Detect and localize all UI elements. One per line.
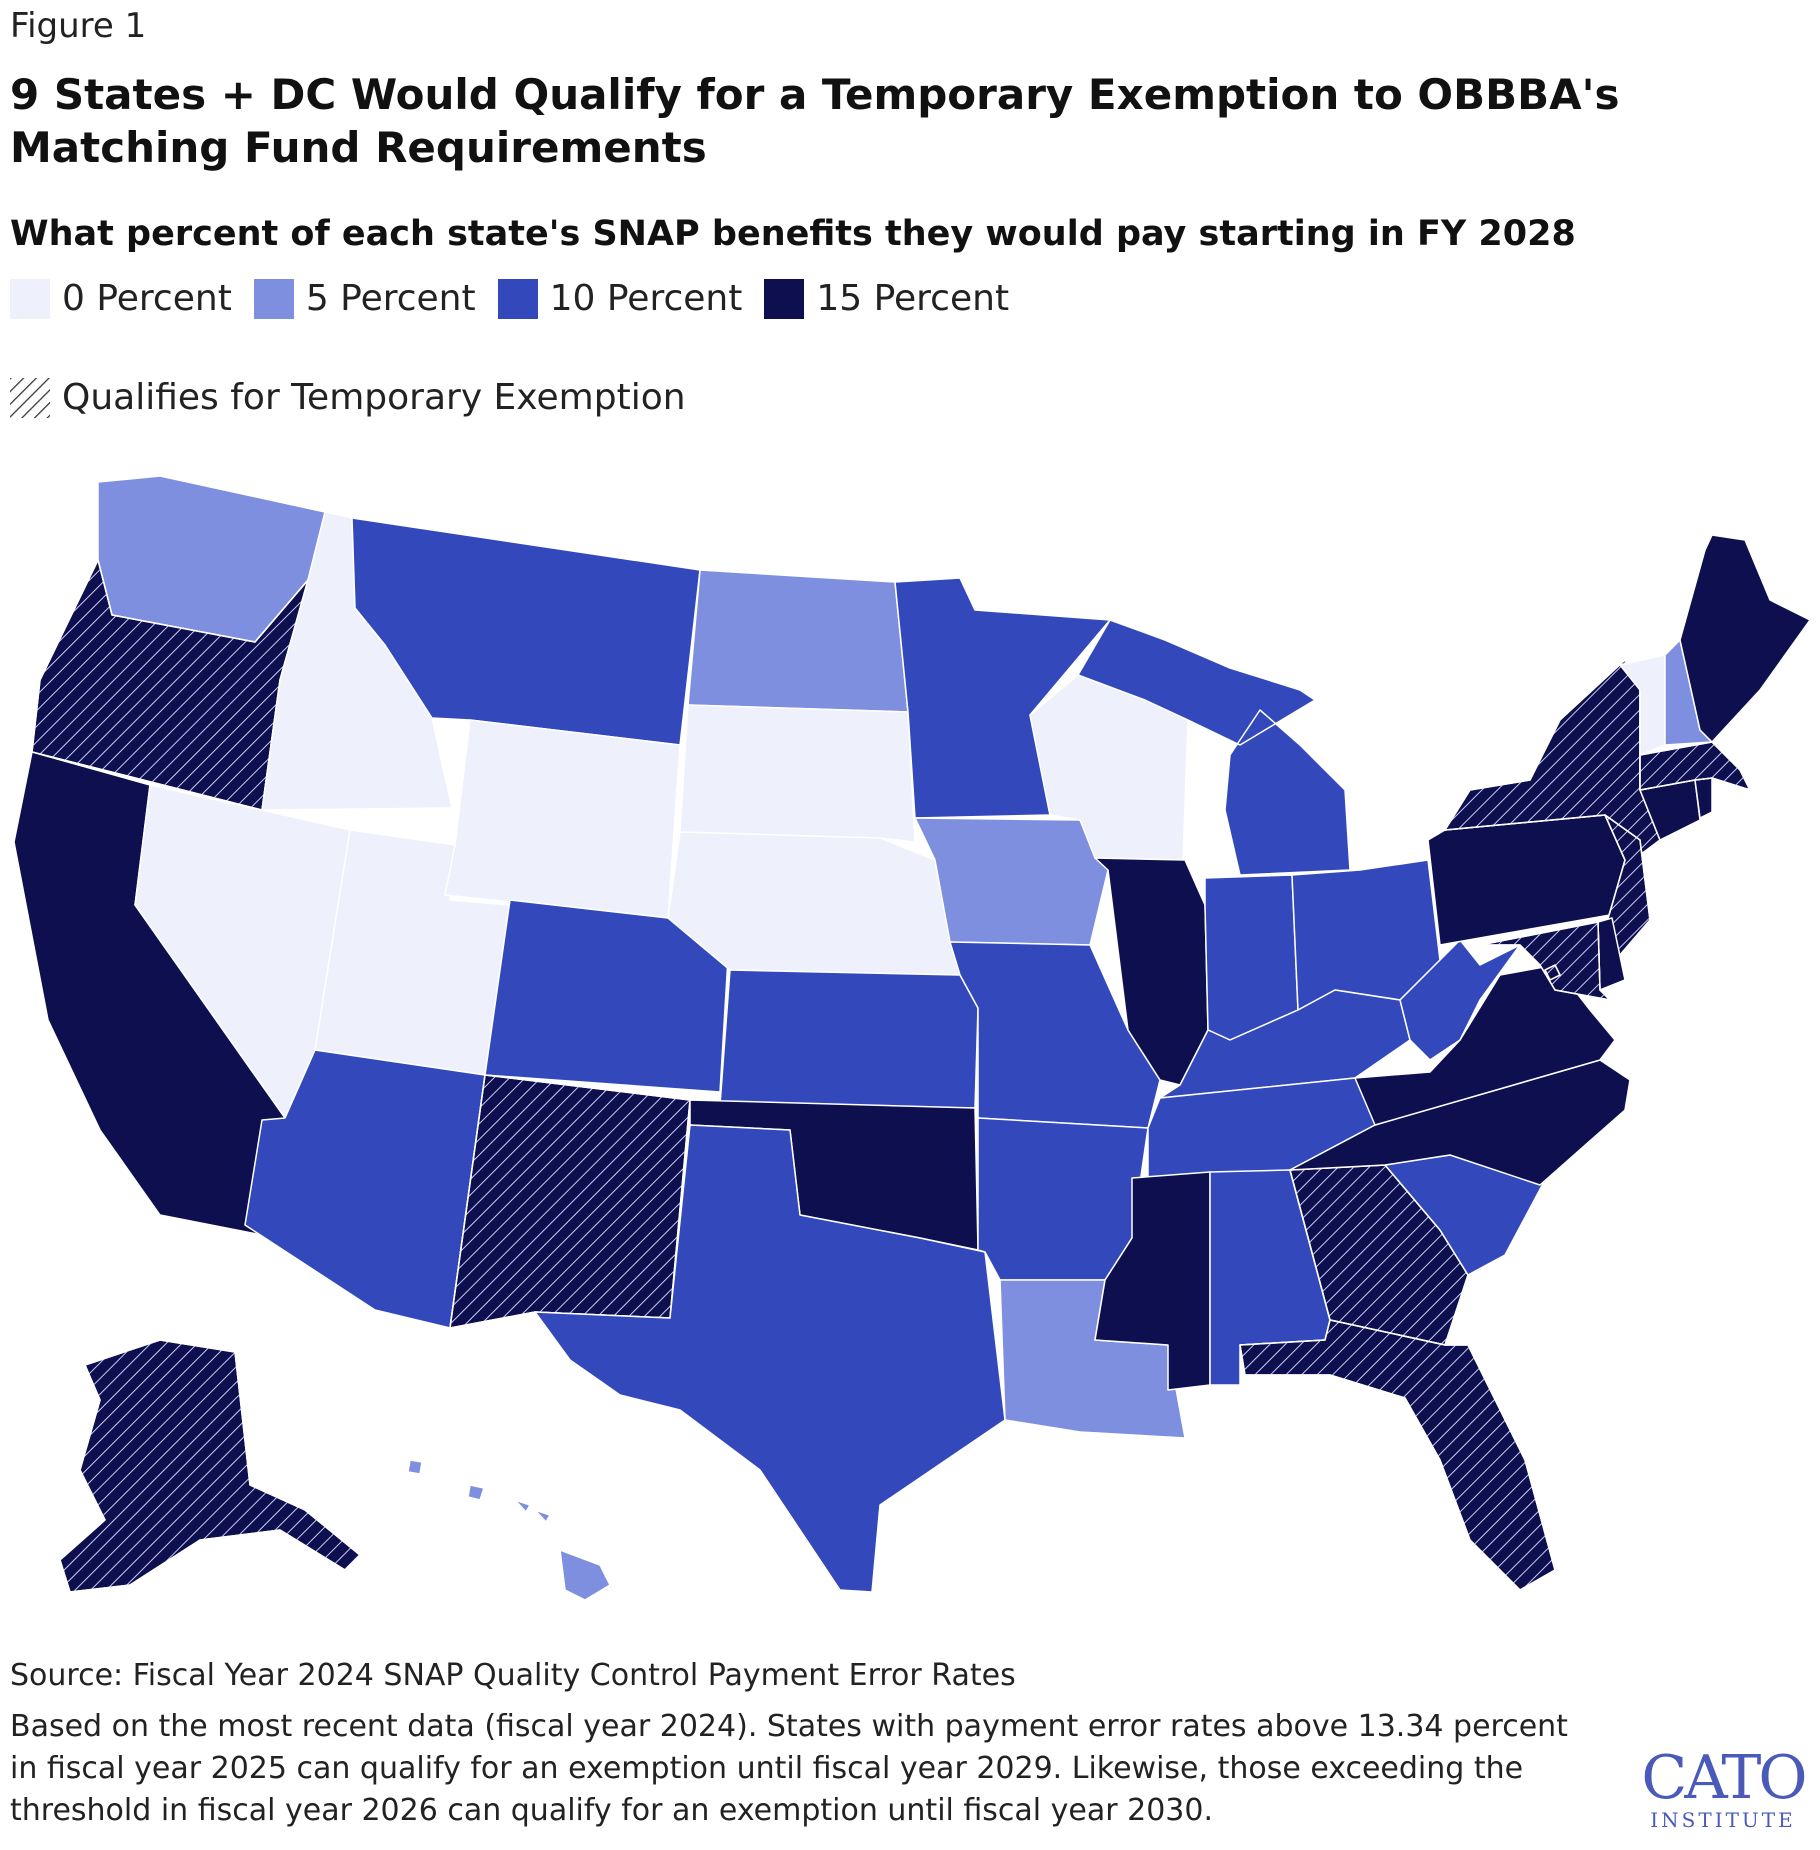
color-legend: 0 Percent 5 Percent 10 Percent 15 Percen… xyxy=(10,278,1031,319)
state-WV xyxy=(1399,939,1521,1061)
state-ND xyxy=(687,569,909,713)
figure-label: Figure 1 xyxy=(10,6,147,46)
hatch-NM xyxy=(449,1074,691,1329)
hatch-legend: Qualifies for Temporary Exemption xyxy=(10,377,686,418)
state-NE xyxy=(667,831,961,976)
logo-sub-text: INSTITUTE xyxy=(1650,1808,1796,1832)
hatch-MD xyxy=(1479,921,1611,1001)
hatch-legend-label: Qualifies for Temporary Exemption xyxy=(62,377,686,418)
legend-swatch-10 xyxy=(497,278,538,319)
legend-item-0: 0 Percent xyxy=(10,278,232,319)
chart-subtitle: What percent of each state's SNAP benefi… xyxy=(10,214,1576,254)
legend-label-10: 10 Percent xyxy=(549,278,743,319)
state-HI xyxy=(407,1459,611,1601)
legend-label-0: 0 Percent xyxy=(62,278,232,319)
chart-title: 9 States + DC Would Qualify for a Tempor… xyxy=(10,70,1620,172)
state-MI xyxy=(1077,619,1351,876)
us-map xyxy=(13,475,1811,1601)
state-WY xyxy=(444,719,681,919)
state-IN xyxy=(1204,874,1299,1041)
state-CO xyxy=(484,899,731,1093)
state-VT xyxy=(1619,654,1666,756)
state-KS xyxy=(719,969,979,1109)
hatch-MA xyxy=(1639,741,1751,791)
legend-item-5: 5 Percent xyxy=(253,278,476,319)
footnote: Based on the most recent data (fiscal ye… xyxy=(10,1709,1568,1828)
legend-swatch-0 xyxy=(10,278,50,319)
logo-main-text: CATO xyxy=(1641,1743,1807,1813)
legend-label-5: 5 Percent xyxy=(305,278,476,319)
legend-label-15: 15 Percent xyxy=(816,278,1010,319)
state-ME xyxy=(1679,534,1811,743)
hatch-DC xyxy=(1544,964,1561,981)
legend-item-10: 10 Percent xyxy=(497,278,743,319)
legend-swatch-5 xyxy=(253,278,294,319)
legend-item-15: 15 Percent xyxy=(764,278,1009,319)
state-TX xyxy=(534,1124,1006,1593)
source-note: Source: Fiscal Year 2024 SNAP Quality Co… xyxy=(10,1658,1016,1693)
cato-logo: CATO INSTITUTE xyxy=(1638,1748,1808,1832)
state-SD xyxy=(679,704,916,843)
state-NC xyxy=(1289,1059,1631,1186)
legend-swatch-15 xyxy=(764,278,805,319)
hatch-AK xyxy=(59,1339,361,1593)
hatch-FL xyxy=(1239,1319,1556,1591)
hatch-swatch xyxy=(10,377,50,418)
